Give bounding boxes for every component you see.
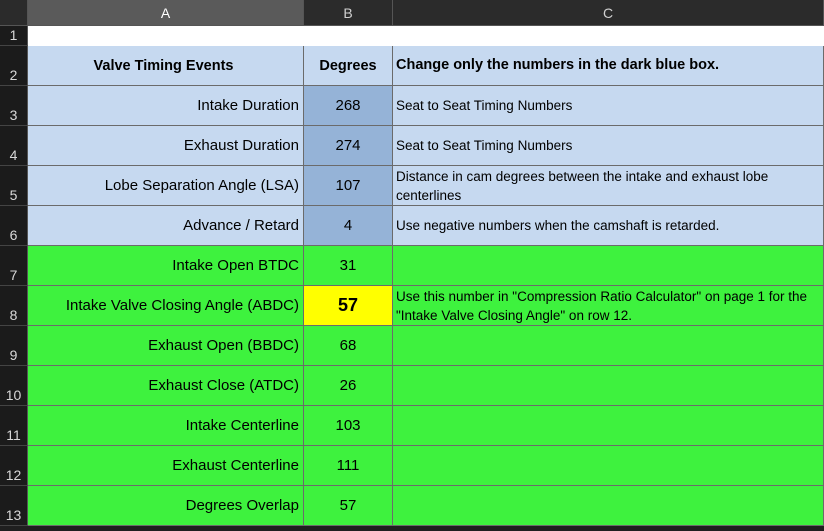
cell-a[interactable]: Exhaust Duration	[28, 126, 304, 166]
cell-a[interactable]: Exhaust Open (BBDC)	[28, 326, 304, 366]
cell-b[interactable]: Degrees	[304, 46, 393, 86]
cell-a[interactable]: Degrees Overlap	[28, 486, 304, 526]
cell-a[interactable]: Intake Duration	[28, 86, 304, 126]
row-header[interactable]: 5	[0, 166, 28, 206]
cell-b[interactable]: 274	[304, 126, 393, 166]
row-header[interactable]: 4	[0, 126, 28, 166]
column-header[interactable]: A	[28, 0, 304, 26]
cell-b[interactable]: 57	[304, 286, 393, 326]
cell-c[interactable]	[393, 486, 824, 526]
cell-c[interactable]	[393, 326, 824, 366]
cell-b[interactable]	[304, 26, 393, 46]
cell-c[interactable]	[393, 446, 824, 486]
cell-a[interactable]: Intake Valve Closing Angle (ABDC)	[28, 286, 304, 326]
cell-a[interactable]: Advance / Retard	[28, 206, 304, 246]
cell-a[interactable]	[28, 26, 304, 46]
cell-a[interactable]: Valve Timing Events	[28, 46, 304, 86]
cell-b[interactable]: 57	[304, 486, 393, 526]
row-header[interactable]: 11	[0, 406, 28, 446]
cell-a[interactable]: Lobe Separation Angle (LSA)	[28, 166, 304, 206]
cell-c[interactable]: Use negative numbers when the camshaft i…	[393, 206, 824, 246]
row-header[interactable]: 2	[0, 46, 28, 86]
select-all-corner[interactable]	[0, 0, 28, 26]
row-header[interactable]: 1	[0, 26, 28, 46]
cell-b[interactable]: 68	[304, 326, 393, 366]
cell-b[interactable]: 268	[304, 86, 393, 126]
row-header[interactable]: 10	[0, 366, 28, 406]
cell-c[interactable]	[393, 406, 824, 446]
cell-b[interactable]: 107	[304, 166, 393, 206]
cell-c[interactable]	[393, 366, 824, 406]
cell-b[interactable]: 4	[304, 206, 393, 246]
cell-a[interactable]: Intake Centerline	[28, 406, 304, 446]
cell-a[interactable]: Exhaust Centerline	[28, 446, 304, 486]
row-header[interactable]: 12	[0, 446, 28, 486]
cell-b[interactable]: 111	[304, 446, 393, 486]
cell-c[interactable]: Distance in cam degrees between the inta…	[393, 166, 824, 206]
cell-a[interactable]: Intake Open BTDC	[28, 246, 304, 286]
cell-b[interactable]: 31	[304, 246, 393, 286]
cell-c[interactable]	[393, 246, 824, 286]
row-header[interactable]: 3	[0, 86, 28, 126]
row-header[interactable]: 8	[0, 286, 28, 326]
cell-c[interactable]: Seat to Seat Timing Numbers	[393, 86, 824, 126]
row-header[interactable]: 9	[0, 326, 28, 366]
row-header[interactable]: 13	[0, 486, 28, 526]
column-header[interactable]: C	[393, 0, 824, 26]
cell-c[interactable]: Change only the numbers in the dark blue…	[393, 46, 824, 86]
column-header[interactable]: B	[304, 0, 393, 26]
row-header[interactable]: 7	[0, 246, 28, 286]
cell-b[interactable]: 103	[304, 406, 393, 446]
cell-c[interactable]	[393, 26, 824, 46]
cell-b[interactable]: 26	[304, 366, 393, 406]
cell-c[interactable]: Seat to Seat Timing Numbers	[393, 126, 824, 166]
cell-a[interactable]: Exhaust Close (ATDC)	[28, 366, 304, 406]
cell-c[interactable]: Use this number in "Compression Ratio Ca…	[393, 286, 824, 326]
row-header[interactable]: 6	[0, 206, 28, 246]
